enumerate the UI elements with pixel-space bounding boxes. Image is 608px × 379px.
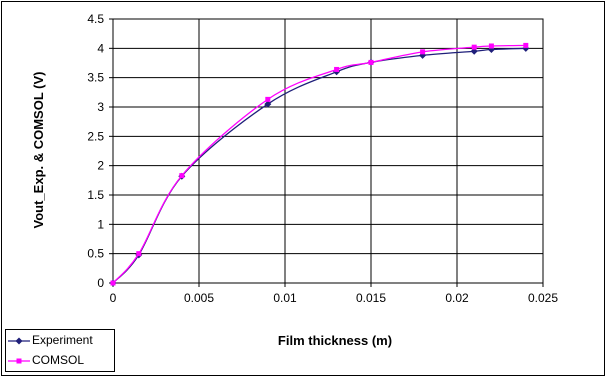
x-tick-label: 0.005 bbox=[184, 291, 214, 305]
square-marker-icon bbox=[8, 358, 30, 364]
data-point-comsol bbox=[471, 44, 477, 50]
legend-item-experiment: Experiment bbox=[6, 331, 114, 351]
x-tick-label: 0.01 bbox=[273, 291, 297, 305]
legend-label-comsol: COMSOL bbox=[32, 353, 85, 367]
y-tick-label: 3 bbox=[97, 100, 104, 114]
y-tick-label: 2 bbox=[97, 159, 104, 173]
data-point-comsol bbox=[523, 42, 529, 48]
legend-label-experiment: Experiment bbox=[32, 333, 93, 347]
x-tick-label: 0.02 bbox=[445, 291, 469, 305]
y-tick-label: 0.5 bbox=[87, 247, 104, 261]
data-point-comsol bbox=[420, 49, 426, 55]
data-point-comsol bbox=[136, 251, 142, 257]
legend: Experiment COMSOL bbox=[5, 329, 115, 372]
grid-layer bbox=[112, 18, 544, 284]
axis-layer bbox=[109, 18, 544, 287]
y-tick-label: 1.5 bbox=[87, 188, 104, 202]
y-tick-label: 4 bbox=[97, 41, 104, 55]
y-tick-label: 0 bbox=[97, 276, 104, 290]
legend-item-comsol: COMSOL bbox=[6, 351, 114, 371]
data-point-comsol bbox=[488, 43, 494, 49]
x-tick-label: 0.015 bbox=[356, 291, 386, 305]
y-tick-label: 2.5 bbox=[87, 129, 104, 143]
y-tick-label: 1 bbox=[97, 217, 104, 231]
plot-area bbox=[112, 18, 544, 284]
y-tick-label: 4.5 bbox=[87, 12, 104, 26]
diamond-marker-icon bbox=[8, 337, 30, 345]
series-layer bbox=[109, 42, 530, 287]
series-line-comsol bbox=[112, 44, 526, 284]
y-axis-title: Vout_Exp. & COMSOL (V) bbox=[31, 72, 46, 229]
data-point-comsol bbox=[334, 66, 340, 72]
label-layer: 0 0.005 0.01 0.015 0.02 0.025 0 0.5 1 1.5 2 2.5 3 3.5… bbox=[87, 12, 558, 305]
data-point-experiment bbox=[264, 100, 272, 108]
data-point-comsol bbox=[110, 280, 116, 286]
x-tick-label: 0.025 bbox=[528, 291, 558, 305]
x-tick-label: 0 bbox=[110, 291, 117, 305]
y-tick-label: 3.5 bbox=[87, 71, 104, 85]
data-point-comsol bbox=[368, 59, 374, 65]
data-point-comsol bbox=[179, 173, 185, 179]
data-point-comsol bbox=[265, 96, 271, 102]
x-axis-title: Film thickness (m) bbox=[278, 333, 392, 348]
